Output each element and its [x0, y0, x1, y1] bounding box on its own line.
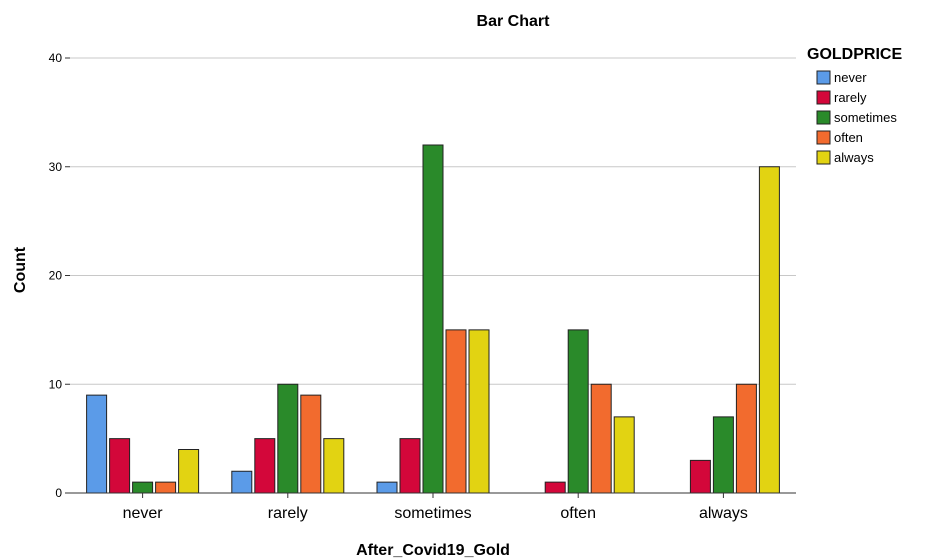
bar-always-often: [735, 383, 757, 494]
bar-often-sometimes: [567, 329, 589, 494]
bar-never-always: [178, 449, 200, 494]
bar-never-sometimes: [132, 481, 154, 494]
bar-always-sometimes: [712, 416, 734, 494]
legend-swatch-never: [816, 70, 831, 85]
bar-rarely-never: [231, 470, 253, 494]
bar-sometimes-rarely: [399, 438, 421, 494]
bar-often-always: [613, 416, 635, 494]
legend: GOLDPRICE never rarely sometimes often alway…: [807, 46, 902, 165]
legend-label: never: [834, 70, 867, 85]
x-tick-label: always: [699, 505, 748, 522]
x-tick-label: never: [123, 505, 164, 522]
bar-sometimes-often: [445, 329, 467, 494]
y-tick-label: 10: [49, 377, 63, 391]
y-tick-label: 30: [49, 160, 63, 174]
chart-title: Bar Chart: [477, 13, 551, 30]
legend-label: always: [834, 150, 874, 165]
bars: [86, 144, 780, 494]
bar-sometimes-never: [376, 481, 398, 494]
bar-often-often: [590, 383, 612, 494]
legend-label: often: [834, 130, 863, 145]
bar-never-often: [155, 481, 177, 494]
y-tick-label: 0: [55, 486, 62, 500]
x-tick-label: often: [560, 505, 596, 522]
bar-rarely-often: [300, 394, 322, 494]
y-tick-label: 40: [49, 51, 63, 65]
legend-swatch-sometimes: [816, 110, 831, 125]
legend-label: sometimes: [834, 110, 897, 125]
bar-never-never: [86, 394, 108, 494]
y-axis-ticks: 0 10 20 30 40: [49, 51, 70, 500]
bar-sometimes-sometimes: [422, 144, 444, 494]
legend-swatch-often: [816, 130, 831, 145]
y-axis-title: Count: [12, 246, 29, 293]
x-tick-label: sometimes: [394, 505, 471, 522]
bar-always-rarely: [689, 459, 711, 494]
bar-rarely-always: [323, 438, 345, 494]
x-axis-ticks: never rarely sometimes often always: [123, 493, 748, 522]
legend-swatch-rarely: [816, 90, 831, 105]
bar-rarely-sometimes: [277, 383, 299, 494]
bar-rarely-rarely: [254, 438, 276, 494]
bar-often-rarely: [544, 481, 566, 494]
legend-title: GOLDPRICE: [807, 46, 902, 63]
bar-sometimes-always: [468, 329, 490, 494]
x-tick-label: rarely: [268, 505, 308, 522]
legend-label: rarely: [834, 90, 867, 105]
x-axis-title: After_Covid19_Gold: [356, 542, 510, 559]
y-tick-label: 20: [49, 269, 63, 283]
bar-always-always: [758, 166, 780, 494]
bar-never-rarely: [109, 438, 131, 494]
legend-swatch-always: [816, 150, 831, 165]
